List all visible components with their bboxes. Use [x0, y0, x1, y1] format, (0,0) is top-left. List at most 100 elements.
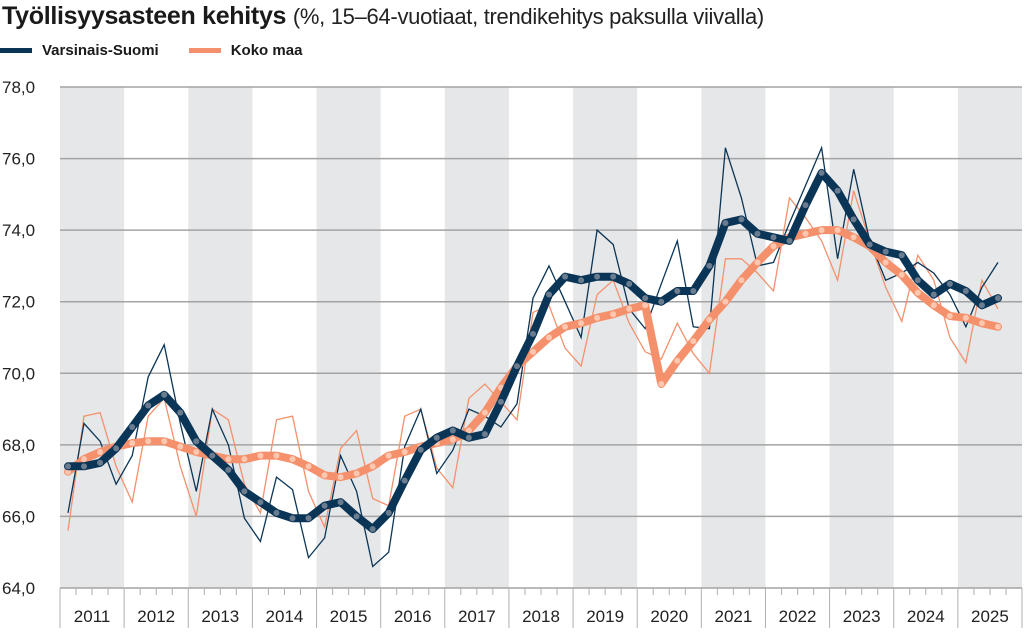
data-point-koko-maa-trendi	[257, 452, 264, 459]
data-point-varsinais-suomi-trendi	[529, 330, 536, 337]
data-point-varsinais-suomi-trendi	[497, 398, 504, 405]
data-point-varsinais-suomi-trendi	[882, 248, 889, 255]
x-tick-label: 2015	[330, 607, 368, 626]
data-point-koko-maa-trendi	[626, 305, 633, 312]
y-tick-label: 78,0	[2, 78, 35, 97]
data-point-varsinais-suomi-trendi	[674, 287, 681, 294]
data-point-koko-maa-trendi	[273, 452, 280, 459]
data-point-koko-maa-trendi	[449, 436, 456, 443]
data-point-koko-maa-trendi	[289, 456, 296, 463]
y-tick-label: 70,0	[2, 364, 35, 383]
legend-swatch-koko-maa	[188, 48, 221, 53]
data-point-koko-maa-trendi	[321, 472, 328, 479]
data-point-koko-maa-trendi	[818, 227, 825, 234]
data-point-varsinais-suomi-trendi	[962, 287, 969, 294]
year-band	[829, 87, 894, 588]
y-tick-label: 64,0	[2, 579, 35, 598]
data-point-koko-maa-trendi	[930, 302, 937, 309]
data-point-koko-maa-trendi	[353, 470, 360, 477]
y-tick-label: 72,0	[2, 293, 35, 312]
data-point-koko-maa-trendi	[385, 452, 392, 459]
data-point-koko-maa-trendi	[898, 271, 905, 278]
data-point-varsinais-suomi-trendi	[802, 202, 809, 209]
data-point-varsinais-suomi-trendi	[722, 219, 729, 226]
data-point-varsinais-suomi-trendi	[417, 446, 424, 453]
data-point-varsinais-suomi-trendi	[850, 216, 857, 223]
data-point-koko-maa-trendi	[337, 474, 344, 481]
data-point-varsinais-suomi-trendi	[401, 477, 408, 484]
data-point-koko-maa-trendi	[129, 440, 136, 447]
data-point-varsinais-suomi-trendi	[113, 445, 120, 452]
data-point-koko-maa-trendi	[97, 449, 104, 456]
data-point-varsinais-suomi-trendi	[914, 277, 921, 284]
series-line-koko-maa	[67, 190, 999, 531]
data-point-koko-maa-trendi	[850, 234, 857, 241]
data-point-koko-maa-trendi	[834, 227, 841, 234]
data-point-varsinais-suomi-trendi	[209, 452, 216, 459]
data-point-varsinais-suomi-trendi	[658, 298, 665, 305]
year-band	[444, 87, 509, 588]
data-point-koko-maa-trendi	[401, 449, 408, 456]
x-tick-label: 2011	[74, 607, 111, 626]
data-point-varsinais-suomi-trendi	[433, 434, 440, 441]
y-tick-label: 76,0	[2, 150, 35, 169]
data-point-varsinais-suomi-trendi	[193, 438, 200, 445]
data-point-varsinais-suomi-trendi	[610, 273, 617, 280]
data-point-koko-maa-trendi	[882, 259, 889, 266]
legend-item-varsinais-suomi: Varsinais-Suomi	[0, 42, 159, 59]
data-point-koko-maa-trendi	[754, 259, 761, 266]
data-point-varsinais-suomi-trendi	[562, 273, 569, 280]
x-tick-label: 2012	[137, 607, 175, 626]
legend: Varsinais-Suomi Koko maa	[0, 42, 332, 59]
data-point-koko-maa-trendi	[481, 409, 488, 416]
data-point-varsinais-suomi-trendi	[978, 302, 985, 309]
data-point-koko-maa-trendi	[674, 357, 681, 364]
data-point-koko-maa-trendi	[369, 463, 376, 470]
data-point-varsinais-suomi-trendi	[385, 509, 392, 516]
x-tick-label: 2019	[586, 607, 624, 626]
data-point-varsinais-suomi-trendi	[465, 434, 472, 441]
legend-label: Varsinais-Suomi	[42, 42, 159, 59]
data-point-varsinais-suomi-trendi	[257, 499, 264, 506]
y-tick-label: 68,0	[2, 436, 35, 455]
data-point-koko-maa-trendi	[962, 314, 969, 321]
data-point-koko-maa-trendi	[690, 338, 697, 345]
data-point-varsinais-suomi-trendi	[273, 509, 280, 516]
data-point-varsinais-suomi-trendi	[241, 488, 248, 495]
x-tick-label: 2018	[522, 607, 560, 626]
data-point-koko-maa-trendi	[914, 289, 921, 296]
data-point-varsinais-suomi-trendi	[225, 466, 232, 473]
y-tick-label: 74,0	[2, 221, 35, 240]
data-point-koko-maa-trendi	[225, 456, 232, 463]
data-point-varsinais-suomi-trendi	[706, 262, 713, 269]
data-point-varsinais-suomi-trendi	[129, 423, 136, 430]
x-tick-label: 2020	[650, 607, 688, 626]
data-point-koko-maa-trendi	[546, 334, 553, 341]
data-point-varsinais-suomi-trendi	[177, 409, 184, 416]
data-point-varsinais-suomi-trendi	[305, 515, 312, 522]
data-point-varsinais-suomi-trendi	[818, 169, 825, 176]
data-point-koko-maa-trendi	[770, 243, 777, 250]
legend-label: Koko maa	[230, 42, 303, 59]
x-tick-label: 2023	[843, 607, 881, 626]
x-tick-label: 2017	[458, 607, 496, 626]
data-point-varsinais-suomi-trendi	[145, 402, 152, 409]
data-point-koko-maa-trendi	[81, 456, 88, 463]
data-point-varsinais-suomi-trendi	[578, 277, 585, 284]
data-point-koko-maa-trendi	[305, 463, 312, 470]
data-point-koko-maa-trendi	[161, 438, 168, 445]
data-point-koko-maa-trendi	[578, 320, 585, 327]
x-tick-label: 2014	[266, 607, 304, 626]
data-point-varsinais-suomi-trendi	[161, 391, 168, 398]
chart-title: Työllisyysasteen kehitys (%, 15–64-vuoti…	[2, 2, 764, 30]
year-band	[701, 87, 766, 588]
data-point-varsinais-suomi-trendi	[353, 513, 360, 520]
data-point-koko-maa-trendi	[642, 302, 649, 309]
data-point-koko-maa-trendi	[562, 323, 569, 330]
data-point-koko-maa-trendi	[802, 230, 809, 237]
data-point-varsinais-suomi-trendi	[321, 502, 328, 509]
data-point-koko-maa-trendi	[738, 277, 745, 284]
year-band	[957, 87, 1022, 588]
data-point-varsinais-suomi-trendi	[513, 363, 520, 370]
